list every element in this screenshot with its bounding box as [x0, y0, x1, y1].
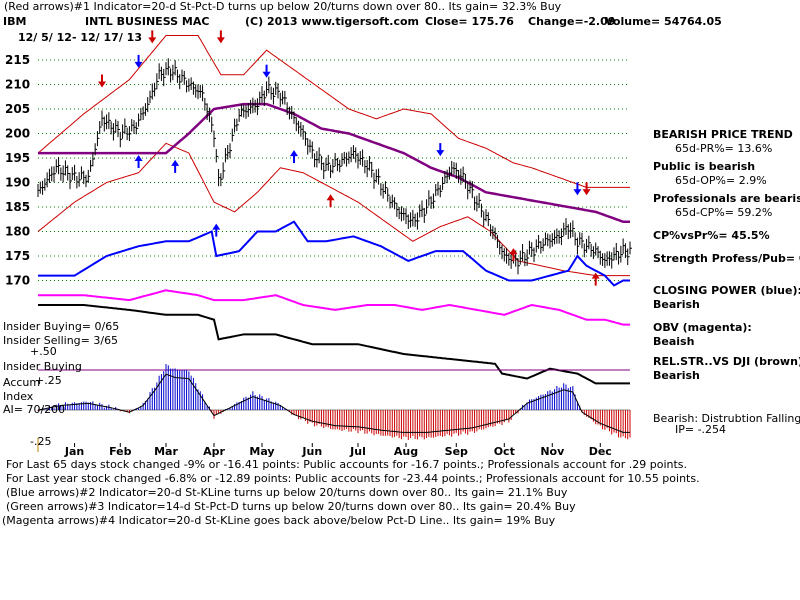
buy-arrow-icon: [290, 150, 298, 164]
header-line1: (Red arrows)#1 Indicator=20-d St-Pct-D t…: [4, 0, 562, 13]
month-label: Mar: [154, 445, 178, 458]
sell-arrow-part: [148, 37, 157, 44]
plus50-label: +.50: [30, 345, 57, 358]
trend-title: BEARISH PRICE TREND: [653, 128, 793, 141]
buy-arrow-part: [290, 150, 298, 157]
month-label: Jun: [301, 445, 322, 458]
closing-power-line: [38, 220, 630, 287]
change-value: Change=-2.09: [528, 15, 616, 28]
y-tick-label: 195: [5, 151, 30, 165]
y-tick-label: 185: [5, 200, 30, 214]
buy-arrow-part: [591, 272, 600, 279]
lower-band-line: [37, 142, 630, 277]
month-label: Feb: [109, 445, 132, 458]
upper-band-line: [37, 35, 630, 188]
relstr-line: [38, 304, 630, 385]
footer-line2: For Last year stock changed -6.8% or -12…: [6, 472, 700, 485]
minus25-label: -.25: [30, 435, 52, 448]
buy-arrow-icon: [134, 155, 143, 168]
sell-arrow-icon: [134, 54, 143, 68]
plus25-label: +.25: [35, 374, 62, 387]
sell-arrow-part: [134, 61, 143, 68]
closing-power-label: CLOSING POWER (blue):: [653, 284, 800, 297]
ticker: IBM: [3, 15, 27, 28]
sell-arrow-icon: [582, 182, 591, 196]
buy-arrow-part: [326, 194, 335, 201]
month-label: Jul: [349, 445, 366, 458]
buy-arrow-icon: [509, 248, 518, 262]
close-value: Close= 175.76: [425, 15, 514, 28]
index-label: Index: [3, 390, 34, 403]
sell-arrow-part: [262, 71, 271, 78]
sell-arrow-part: [436, 150, 445, 157]
month-label: Oct: [494, 445, 515, 458]
obv-label: OBV (magenta):: [653, 321, 752, 334]
ip-value: IP= -.254: [675, 423, 727, 436]
month-label: May: [249, 445, 274, 458]
insider-selling: Insider Selling= 3/65: [3, 334, 119, 347]
cp-value: 65d-CP%= 59.2%: [675, 206, 773, 219]
company: INTL BUSINESS MAC: [85, 15, 210, 28]
sell-arrow-icon: [573, 182, 582, 196]
sell-arrow-icon: [148, 30, 157, 44]
sell-arrow-icon: [436, 143, 445, 157]
buy-arrow-part: [134, 155, 143, 161]
cpvspr-value: CP%vsPr%= 45.5%: [653, 229, 770, 242]
dotted-ma-line: [38, 103, 630, 223]
month-label: Nov: [540, 445, 565, 458]
copyright: (C) 2013 www.tigersoft.com: [245, 15, 420, 28]
obv-line: [38, 289, 630, 326]
footer-line5: (Magenta arrows)#4 Indicator=20-d St-KLi…: [2, 514, 556, 527]
buy-arrow-icon: [171, 159, 180, 173]
pr-value: 65d-PR%= 13.6%: [675, 142, 773, 155]
y-tick-label: 200: [5, 127, 30, 141]
accum-label: Accum: [3, 376, 41, 389]
y-tick-label: 190: [5, 176, 30, 190]
insider-buying: Insider Buying= 0/65: [3, 320, 120, 333]
y-tick-label: 175: [5, 249, 30, 263]
buy-arrow-part: [171, 159, 180, 166]
y-tick-label: 205: [5, 102, 30, 116]
sell-arrow-icon: [98, 74, 106, 88]
closing-power-value: Bearish: [653, 298, 700, 311]
month-label: Dec: [589, 445, 612, 458]
month-label: Apr: [203, 445, 225, 458]
buy-arrow-part: [509, 248, 518, 255]
relstr-value: Bearish: [653, 369, 700, 382]
y-tick-label: 210: [5, 78, 30, 92]
sell-arrow-icon: [262, 64, 271, 78]
bearish-dist: Bearish: Distrubtion Falling: [653, 412, 800, 425]
buy-arrow-icon: [326, 194, 335, 208]
sell-arrow-part: [582, 189, 591, 196]
insider-buying-label: Insider Buying: [3, 360, 82, 373]
public-title: Public is bearish: [653, 160, 756, 173]
accum-ma-line: [37, 373, 630, 433]
date-range: 12/ 5/ 12- 12/ 17/ 13: [18, 31, 142, 44]
footer-line1: For Last 65 days stock changed -9% or -1…: [6, 458, 688, 471]
buy-arrow-icon: [212, 223, 221, 237]
prof-title: Professionals are bearish: [653, 192, 800, 205]
y-tick-label: 215: [5, 53, 30, 67]
ai-label: AI= 70/200: [3, 403, 66, 416]
obv-value: Beaish: [653, 335, 695, 348]
ma-line: [38, 102, 630, 223]
relstr-label: REL.STR..VS DJI (brown): [653, 355, 800, 368]
volume-value: Volume= 54764.05: [605, 15, 722, 28]
footer-line4: (Green arrows)#3 Indicator=14-d St-Pct-D…: [6, 500, 576, 513]
buy-arrow-icon: [591, 272, 600, 286]
sell-arrow-icon: [216, 30, 225, 44]
y-tick-label: 180: [5, 225, 30, 239]
y-tick-label: 170: [5, 274, 30, 288]
month-label: Jan: [64, 445, 84, 458]
buy-arrow-part: [212, 223, 221, 230]
sell-arrow-part: [98, 81, 106, 88]
month-label: Sep: [445, 445, 468, 458]
strength-value: Strength Profess/Pub= 0: [653, 252, 800, 265]
footer-line3: (Blue arrows)#2 Indicator=20-d St-KLine …: [6, 486, 568, 499]
op-value: 65d-OP%= 2.9%: [675, 174, 767, 187]
month-label: Aug: [394, 445, 418, 458]
sell-arrow-part: [216, 37, 225, 44]
sell-arrow-part: [573, 189, 582, 196]
